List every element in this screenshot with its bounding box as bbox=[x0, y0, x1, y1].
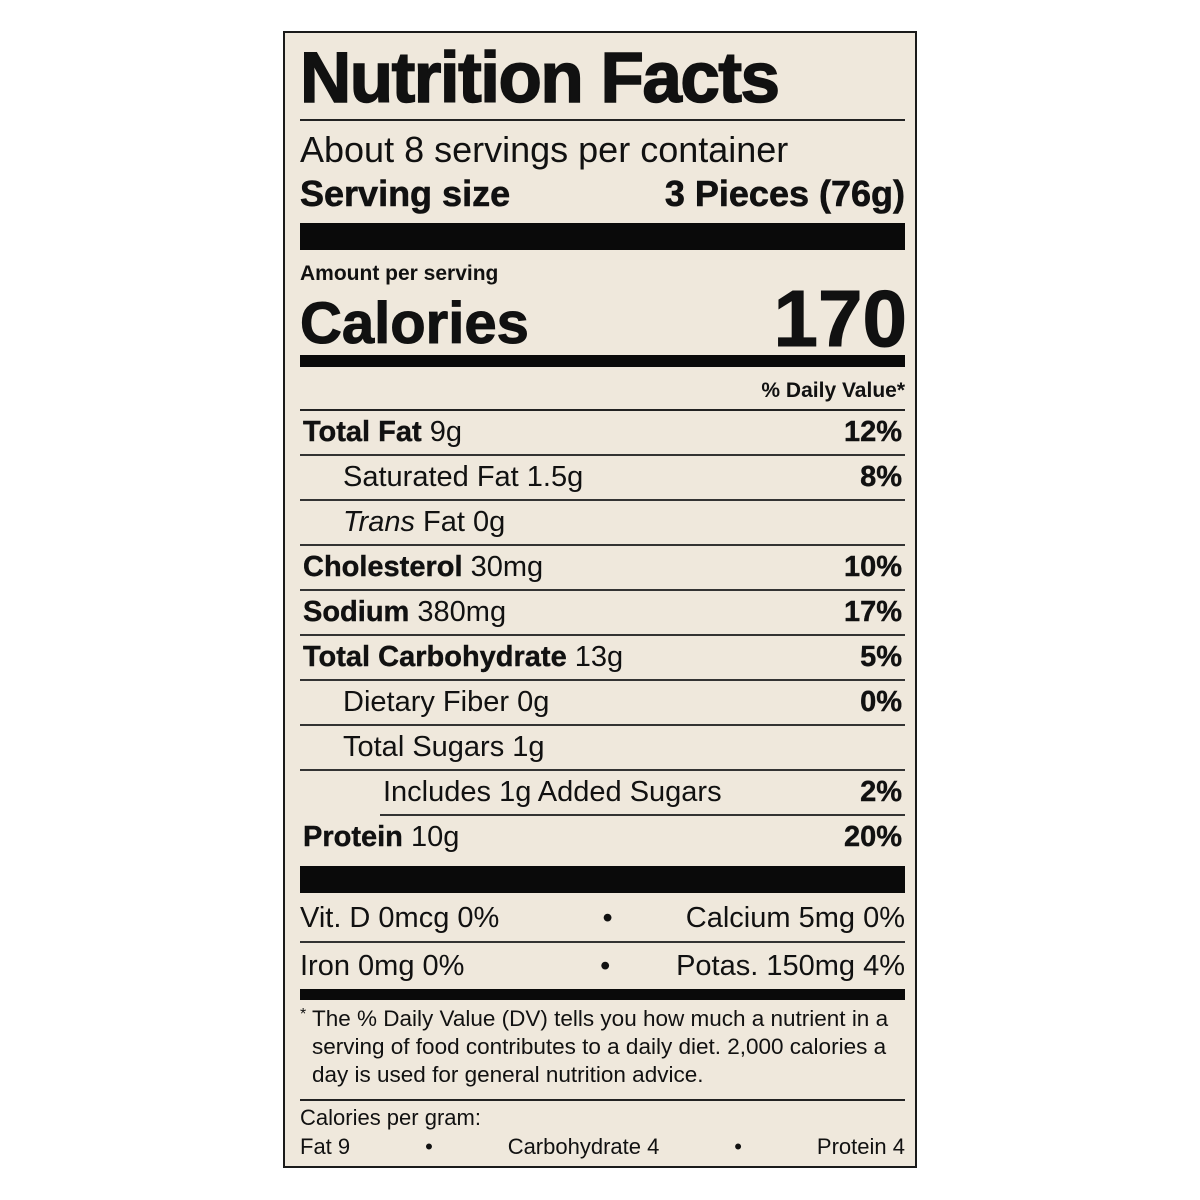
nutrient-name: Protein 10g bbox=[303, 821, 460, 854]
calories-per-gram-label: Calories per gram: bbox=[300, 1105, 481, 1130]
nutrient-label: Total Fat bbox=[303, 416, 422, 448]
nutrient-amount: 13g bbox=[574, 641, 624, 673]
thick-divider bbox=[300, 866, 905, 893]
nutrition-facts-label: Nutrition Facts About 8 servings per con… bbox=[283, 31, 917, 1168]
nutrient-amount: 9g bbox=[429, 416, 463, 448]
nutrient-row: Total Sugars 1g bbox=[300, 726, 905, 771]
nutrient-label: Saturated Fat bbox=[343, 461, 519, 493]
nutrient-amount: 380mg bbox=[417, 596, 507, 628]
separator-dot: • bbox=[600, 949, 611, 982]
nutrient-label: Cholesterol bbox=[303, 551, 463, 583]
nutrient-row: Sodium 380mg 17% bbox=[300, 591, 905, 636]
protein-per-gram: Protein 4 bbox=[816, 1134, 905, 1159]
nutrient-daily-value: 12% bbox=[843, 416, 902, 448]
nutrient-label: Includes 1g Added Sugars bbox=[383, 776, 722, 808]
serving-size: Serving size 3 Pieces (76g) bbox=[300, 173, 906, 215]
divider bbox=[300, 409, 905, 411]
nutrient-amount: 10g bbox=[410, 821, 460, 853]
calories-label: Calories bbox=[300, 291, 530, 357]
nutrient-amount: Fat 0g bbox=[423, 506, 506, 538]
nutrient-daily-value: 2% bbox=[860, 776, 902, 808]
vitamin-left: Iron 0mg 0% bbox=[300, 949, 465, 982]
separator-dot: • bbox=[425, 1134, 433, 1159]
vitamin-left: Vit. D 0mcg 0% bbox=[300, 901, 500, 934]
nutrient-amount: 30mg bbox=[470, 551, 544, 583]
divider bbox=[300, 119, 905, 121]
nutrient-name: Sodium 380mg bbox=[303, 596, 506, 629]
nutrient-name: Trans Fat 0g bbox=[343, 506, 505, 539]
nutrient-label: Protein bbox=[303, 821, 403, 853]
thick-divider bbox=[300, 223, 905, 250]
servings-per-container: About 8 servings per container bbox=[300, 129, 789, 170]
footnote-star: * bbox=[300, 1006, 307, 1023]
vitamin-row: Iron 0mg 0% • Potas. 150mg 4% bbox=[300, 943, 905, 989]
footnote: * The % Daily Value (DV) tells you how m… bbox=[300, 1005, 905, 1089]
nutrient-name: Total Fat 9g bbox=[303, 416, 462, 449]
title: Nutrition Facts bbox=[299, 38, 780, 119]
vitamins: Vit. D 0mcg 0% • Calcium 5mg 0% Iron 0mg… bbox=[300, 895, 905, 989]
calories-row: Calories 170 bbox=[300, 274, 908, 363]
serving-size-value: 3 Pieces (76g) bbox=[664, 173, 906, 215]
nutrient-label: Sodium bbox=[303, 596, 410, 628]
nutrient-name: Includes 1g Added Sugars bbox=[383, 776, 722, 809]
daily-value-header: % Daily Value* bbox=[761, 379, 905, 402]
nutrient-row: Cholesterol 30mg 10% bbox=[300, 546, 905, 591]
amount-per-serving: Amount per serving bbox=[300, 262, 499, 285]
nutrient-daily-value: 20% bbox=[843, 821, 902, 853]
nutrient-amount: 1g bbox=[512, 731, 545, 763]
medium-divider bbox=[300, 355, 905, 367]
nutrient-list: Total Fat 9g 12% Saturated Fat 1.5g 8% Trans… bbox=[300, 411, 905, 859]
separator-dot: • bbox=[602, 901, 613, 934]
calories-per-gram: Calories per gram: Fat 9 • Carbohydrate … bbox=[300, 1103, 905, 1161]
nutrient-row: Dietary Fiber 0g 0% bbox=[300, 681, 905, 726]
serving-size-label: Serving size bbox=[300, 173, 511, 215]
vitamin-row: Vit. D 0mcg 0% • Calcium 5mg 0% bbox=[300, 895, 905, 943]
nutrient-row: Trans Fat 0g bbox=[300, 501, 905, 546]
nutrient-label: Total Carbohydrate bbox=[303, 641, 567, 673]
nutrient-amount: 1.5g bbox=[526, 461, 584, 493]
nutrient-name: Dietary Fiber 0g bbox=[343, 686, 549, 719]
carb-per-gram: Carbohydrate 4 bbox=[507, 1134, 660, 1159]
footnote-text: The % Daily Value (DV) tells you how muc… bbox=[312, 1006, 889, 1087]
nutrient-name: Total Sugars 1g bbox=[343, 731, 545, 764]
nutrient-label: Total Sugars bbox=[343, 731, 505, 763]
divider bbox=[300, 1099, 905, 1101]
vitamin-right: Potas. 150mg 4% bbox=[676, 949, 905, 982]
nutrient-daily-value: 5% bbox=[860, 641, 902, 673]
nutrient-row: Total Fat 9g 12% bbox=[300, 411, 905, 456]
medium-divider bbox=[300, 989, 905, 1000]
nutrient-row: Includes 1g Added Sugars 2% bbox=[380, 771, 905, 816]
nutrient-name: Total Carbohydrate 13g bbox=[303, 641, 623, 674]
nutrient-row: Protein 10g 20% bbox=[300, 816, 905, 859]
nutrient-daily-value: 0% bbox=[860, 686, 902, 718]
nutrient-label: Trans bbox=[343, 506, 415, 538]
separator-dot: • bbox=[734, 1134, 742, 1159]
nutrient-daily-value: 17% bbox=[843, 596, 902, 628]
nutrient-name: Cholesterol 30mg bbox=[303, 551, 543, 584]
nutrient-row: Saturated Fat 1.5g 8% bbox=[300, 456, 905, 501]
fat-per-gram: Fat 9 bbox=[300, 1134, 351, 1159]
nutrient-daily-value: 8% bbox=[860, 461, 902, 493]
nutrient-label: Dietary Fiber bbox=[343, 686, 509, 718]
nutrient-name: Saturated Fat 1.5g bbox=[343, 461, 583, 494]
vitamin-right: Calcium 5mg 0% bbox=[685, 901, 905, 934]
nutrient-row: Total Carbohydrate 13g 5% bbox=[300, 636, 905, 681]
calories-value: 170 bbox=[773, 274, 907, 363]
nutrient-daily-value: 10% bbox=[843, 551, 902, 583]
nutrient-amount: 0g bbox=[517, 686, 550, 718]
